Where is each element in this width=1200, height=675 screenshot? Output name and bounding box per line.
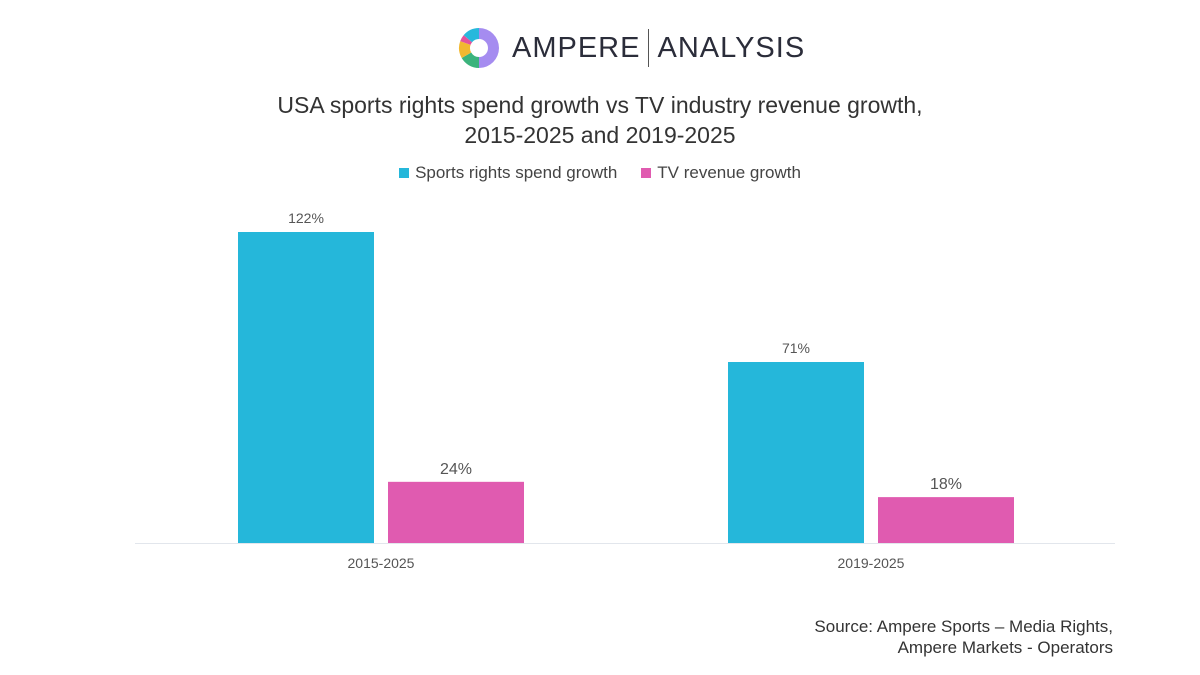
chart-title-line-2: 2015-2025 and 2019-2025 — [464, 122, 736, 148]
logo-suffix: ANALYSIS — [657, 31, 806, 64]
data-label: 71% — [782, 340, 810, 356]
logo-donut-icon — [459, 28, 499, 68]
data-label: 18% — [930, 476, 962, 493]
legend-item-tv: TV revenue growth — [641, 163, 801, 183]
bar-sports-2019-2025 — [728, 362, 864, 543]
logo-segment — [463, 28, 479, 43]
ampere-analysis-logo: AMPERE ANALYSIS — [458, 25, 805, 71]
bar-sports-2015-2025 — [238, 232, 374, 543]
logo-segment — [461, 52, 479, 68]
logo-segment — [459, 41, 472, 58]
source-line-1: Source: Ampere Sports – Media Rights, — [814, 617, 1113, 636]
bar-tv-2015-2025 — [388, 481, 524, 543]
logo-segment — [460, 35, 473, 45]
source-note: Source: Ampere Sports – Media Rights, Am… — [814, 616, 1113, 658]
x-tick-label: 2019-2025 — [838, 555, 905, 571]
logo-brand: AMPERE — [512, 31, 641, 64]
data-label: 122% — [288, 210, 324, 226]
chart-title: USA sports rights spend growth vs TV ind… — [0, 90, 1200, 150]
legend-label-tv: TV revenue growth — [657, 163, 801, 182]
legend-item-sports: Sports rights spend growth — [399, 163, 617, 183]
legend-label-sports: Sports rights spend growth — [415, 163, 618, 182]
legend-swatch-tv — [641, 168, 652, 178]
bar-tv-2019-2025 — [878, 497, 1014, 543]
source-line-2: Ampere Markets - Operators — [897, 638, 1113, 657]
legend-swatch-sports — [399, 168, 410, 178]
logo-segment — [479, 28, 499, 68]
logo-divider — [648, 29, 650, 67]
data-label: 24% — [440, 461, 472, 478]
x-tick-label: 2015-2025 — [348, 555, 415, 571]
chart-title-line-1: USA sports rights spend growth vs TV ind… — [277, 92, 923, 118]
chart-legend: Sports rights spend growth TV revenue gr… — [0, 163, 1200, 183]
